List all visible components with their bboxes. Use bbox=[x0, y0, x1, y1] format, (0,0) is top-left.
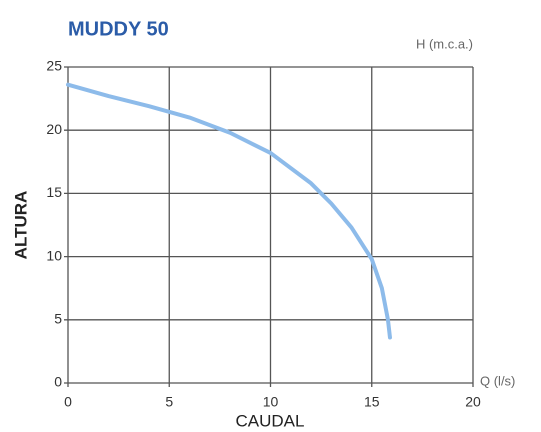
y-tick-label: 0 bbox=[54, 374, 62, 390]
y-tick-label: 25 bbox=[46, 58, 62, 74]
y-axis-label: ALTURA bbox=[11, 191, 30, 260]
x-tick-label: 15 bbox=[364, 394, 380, 410]
x-tick-label: 20 bbox=[465, 394, 481, 410]
chart-title: MUDDY 50 bbox=[68, 18, 169, 40]
y-tick-label: 10 bbox=[46, 247, 62, 263]
y-tick-label: 20 bbox=[46, 121, 62, 137]
y-tick-label: 5 bbox=[54, 311, 62, 327]
y-unit-label: H (m.c.a.) bbox=[416, 36, 473, 51]
x-tick-label: 5 bbox=[165, 394, 173, 410]
x-tick-label: 10 bbox=[263, 394, 279, 410]
y-tick-label: 15 bbox=[46, 184, 62, 200]
x-tick-label: 0 bbox=[64, 394, 72, 410]
curve bbox=[66, 82, 392, 340]
x-unit-label: Q (l/s) bbox=[480, 373, 515, 388]
x-axis-label: CAUDAL bbox=[236, 411, 305, 430]
